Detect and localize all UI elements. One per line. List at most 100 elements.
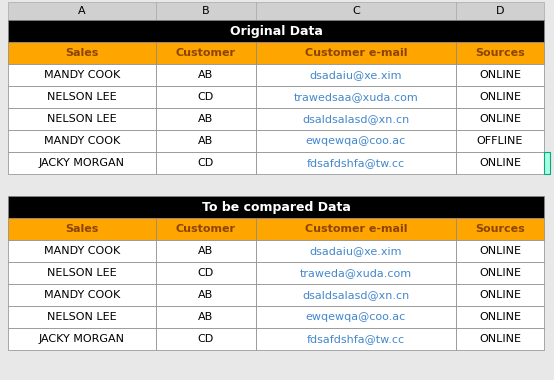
Text: ONLINE: ONLINE [479,92,521,102]
Bar [456,130,544,152]
Text: Customer: Customer [176,48,236,58]
Bar [156,2,256,20]
Bar [256,284,456,306]
Text: JACKY MORGAN: JACKY MORGAN [39,158,125,168]
Text: traweda@xuda.com: traweda@xuda.com [300,268,412,278]
Bar [256,328,456,350]
Text: MANDY COOK: MANDY COOK [44,70,120,80]
Bar [8,218,156,240]
Bar [256,64,456,86]
Text: Customer e-mail: Customer e-mail [305,224,407,234]
Text: ONLINE: ONLINE [479,158,521,168]
Bar [256,240,456,262]
Text: C: C [352,6,360,16]
Bar [544,152,550,174]
Bar [8,152,156,174]
Bar [156,218,256,240]
Bar [8,306,156,328]
Text: Sales: Sales [65,48,99,58]
Bar [156,262,256,284]
Bar [256,86,456,108]
Bar [8,42,156,64]
Text: D: D [496,6,504,16]
Text: AB: AB [198,312,214,322]
Bar [156,86,256,108]
Text: ONLINE: ONLINE [479,290,521,300]
Bar [456,240,544,262]
Bar [156,240,256,262]
Text: Sales: Sales [65,224,99,234]
Text: dsaldsalasd@xn.cn: dsaldsalasd@xn.cn [302,114,409,124]
Bar [456,42,544,64]
Bar [456,306,544,328]
Bar [456,284,544,306]
Bar [156,284,256,306]
Text: To be compared Data: To be compared Data [202,201,351,214]
Bar [256,108,456,130]
Text: NELSON LEE: NELSON LEE [47,312,117,322]
Text: B: B [202,6,210,16]
Bar [8,284,156,306]
Bar [456,328,544,350]
Text: dsadaiu@xe.xim: dsadaiu@xe.xim [310,246,402,256]
Text: JACKY MORGAN: JACKY MORGAN [39,334,125,344]
Bar [256,42,456,64]
Text: AB: AB [198,114,214,124]
Text: AB: AB [198,70,214,80]
Bar [256,306,456,328]
Bar [456,64,544,86]
Bar [8,2,156,20]
Bar [8,64,156,86]
Bar [156,152,256,174]
Bar [8,86,156,108]
Bar [8,262,156,284]
Text: ONLINE: ONLINE [479,268,521,278]
Text: ewqewqa@coo.ac: ewqewqa@coo.ac [306,136,406,146]
Bar [156,108,256,130]
Text: MANDY COOK: MANDY COOK [44,246,120,256]
Bar [256,152,456,174]
Bar [8,108,156,130]
Bar [456,108,544,130]
Text: NELSON LEE: NELSON LEE [47,92,117,102]
Text: ONLINE: ONLINE [479,246,521,256]
Text: NELSON LEE: NELSON LEE [47,268,117,278]
Bar [256,262,456,284]
Bar [256,130,456,152]
Text: CD: CD [198,92,214,102]
Text: dsadaiu@xe.xim: dsadaiu@xe.xim [310,70,402,80]
Bar [456,86,544,108]
Bar [456,218,544,240]
Bar [8,130,156,152]
Text: AB: AB [198,136,214,146]
Text: fdsafdshfa@tw.cc: fdsafdshfa@tw.cc [307,334,405,344]
Bar [256,2,456,20]
Text: Original Data: Original Data [229,24,322,38]
Text: NELSON LEE: NELSON LEE [47,114,117,124]
Text: dsaldsalasd@xn.cn: dsaldsalasd@xn.cn [302,290,409,300]
Bar [8,20,544,42]
Text: Customer e-mail: Customer e-mail [305,48,407,58]
Bar [156,328,256,350]
Bar [456,262,544,284]
Text: ONLINE: ONLINE [479,334,521,344]
Text: CD: CD [198,334,214,344]
Text: Sources: Sources [475,48,525,58]
Text: A: A [78,6,86,16]
Text: ONLINE: ONLINE [479,114,521,124]
Bar [156,306,256,328]
Text: fdsafdshfa@tw.cc: fdsafdshfa@tw.cc [307,158,405,168]
Text: AB: AB [198,290,214,300]
Bar [456,2,544,20]
Bar [456,152,544,174]
Text: OFFLINE: OFFLINE [477,136,523,146]
Bar [8,328,156,350]
Bar [8,196,544,218]
Text: MANDY COOK: MANDY COOK [44,290,120,300]
Bar [156,42,256,64]
Bar [156,130,256,152]
Text: Sources: Sources [475,224,525,234]
Text: AB: AB [198,246,214,256]
Text: MANDY COOK: MANDY COOK [44,136,120,146]
Text: ONLINE: ONLINE [479,70,521,80]
